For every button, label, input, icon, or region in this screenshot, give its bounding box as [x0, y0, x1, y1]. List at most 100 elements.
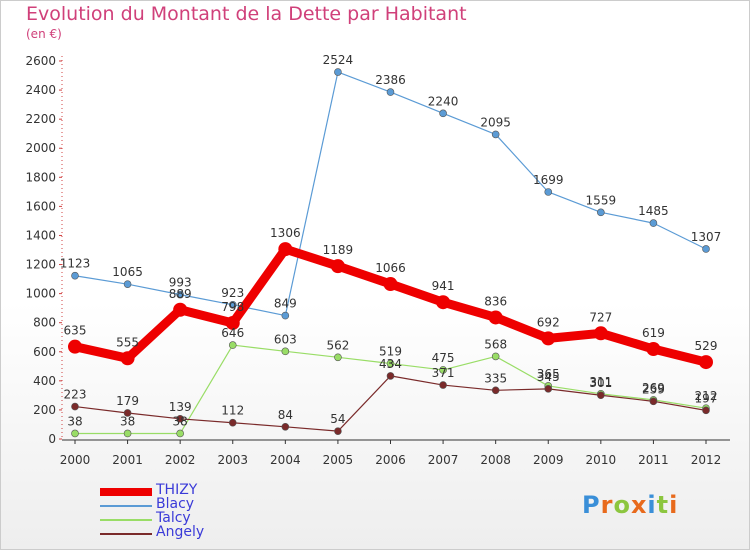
data-label-blacy: 1485: [638, 204, 669, 218]
data-point-talcy: [123, 429, 132, 438]
data-label-blacy: 849: [274, 297, 297, 311]
data-label-angely: 84: [278, 408, 293, 422]
data-label-thizy: 941: [432, 279, 455, 293]
data-label-talcy: 311: [589, 375, 612, 389]
data-label-talcy: 475: [432, 351, 455, 365]
data-point-talcy: [71, 429, 79, 438]
data-point-angely: [176, 414, 184, 423]
data-point-thizy: [593, 326, 608, 341]
data-label-blacy: 1307: [691, 230, 722, 244]
data-label-blacy: 993: [169, 276, 192, 290]
data-label-thizy: 1066: [375, 261, 406, 275]
data-point-blacy: [71, 271, 79, 280]
data-label-thizy: 692: [537, 315, 560, 329]
data-label-angely: 371: [432, 366, 455, 380]
logo-letter: r: [600, 491, 614, 519]
data-point-thizy: [383, 277, 398, 292]
y-tick-label: 1400: [25, 228, 56, 242]
data-label-talcy: 519: [379, 345, 402, 359]
logo-letter: i: [647, 491, 657, 519]
y-tick-label: 400: [33, 374, 56, 388]
x-tick-label: 2000: [60, 453, 91, 467]
data-point-talcy: [228, 341, 237, 349]
data-point-blacy: [123, 280, 132, 288]
data-point-thizy: [646, 342, 661, 357]
data-point-angely: [71, 402, 79, 411]
x-tick-label: 2006: [375, 453, 406, 467]
y-tick-label: 1000: [25, 287, 56, 301]
y-tick-label: 2000: [25, 141, 56, 155]
data-label-thizy: 798: [221, 300, 244, 314]
x-tick-label: 2001: [112, 453, 143, 467]
data-label-blacy: 1699: [533, 173, 564, 187]
data-label-angely: 179: [116, 394, 139, 408]
data-point-angely: [649, 397, 658, 406]
data-point-angely: [544, 385, 553, 393]
chart-data-labels: 635 555 889 798 1306 1189 1066 941 836 692 727 619 5…: [60, 53, 722, 428]
legend-label: THIZY: [156, 482, 198, 498]
x-tick-label: 2003: [217, 453, 248, 467]
data-label-thizy: 1306: [270, 226, 301, 240]
data-label-angely: 301: [589, 376, 612, 390]
data-label-angely: 54: [330, 412, 345, 426]
data-point-thizy: [436, 295, 451, 310]
x-tick-label: 2007: [428, 453, 459, 467]
data-label-angely: 112: [221, 404, 244, 418]
chart-title: Evolution du Montant de la Dette par Hab…: [26, 3, 467, 25]
x-tick-label: 2008: [480, 453, 511, 467]
data-label-blacy: 923: [221, 286, 244, 300]
data-label-thizy: 1189: [323, 243, 354, 257]
data-point-angely: [597, 391, 605, 400]
data-point-angely: [334, 427, 342, 435]
data-label-angely: 345: [537, 370, 560, 384]
data-point-blacy: [386, 88, 395, 96]
data-point-talcy: [176, 429, 184, 438]
data-label-blacy: 2386: [375, 73, 406, 87]
x-tick-label: 2010: [586, 453, 617, 467]
data-point-angely: [702, 406, 710, 415]
legend-swatch: [100, 488, 152, 496]
data-point-thizy: [120, 351, 135, 366]
data-point-talcy: [281, 347, 290, 356]
proxiti-logo: Proxiti: [582, 491, 678, 519]
data-label-angely: 223: [64, 388, 87, 402]
data-label-thizy: 529: [695, 339, 718, 353]
data-label-talcy: 365: [537, 367, 560, 381]
x-tick-label: 2011: [638, 453, 669, 467]
y-tick-label: 200: [33, 403, 56, 417]
data-point-blacy: [176, 290, 184, 299]
data-point-blacy: [439, 109, 447, 118]
data-label-blacy: 1065: [112, 265, 143, 279]
data-label-talcy: 646: [221, 326, 244, 340]
legend-swatch: [100, 519, 152, 521]
x-tick-label: 2005: [323, 453, 354, 467]
y-tick-label: 0: [48, 432, 56, 446]
data-point-thizy: [699, 355, 713, 370]
x-tick-label: 2004: [270, 453, 301, 467]
data-label-blacy: 1559: [586, 193, 617, 207]
logo-letter: o: [613, 491, 631, 519]
data-point-thizy: [330, 259, 345, 274]
data-label-angely: 197: [695, 391, 718, 405]
data-label-thizy: 619: [642, 326, 665, 340]
data-point-thizy: [488, 310, 503, 325]
logo-letter: x: [630, 491, 648, 519]
y-tick-label: 2200: [25, 112, 56, 126]
y-tick-label: 1600: [25, 199, 56, 213]
data-label-angely: 335: [484, 371, 507, 385]
legend-label: Angely: [156, 524, 205, 540]
data-point-blacy: [334, 68, 342, 76]
data-label-thizy: 635: [64, 324, 87, 338]
data-point-blacy: [597, 208, 605, 217]
logo-letter: t: [656, 491, 670, 519]
data-point-talcy: [491, 352, 500, 361]
data-label-talcy: 269: [642, 381, 665, 395]
data-point-thizy: [68, 339, 82, 354]
data-point-angely: [439, 381, 447, 389]
data-label-talcy: 38: [120, 414, 135, 428]
data-label-thizy: 555: [116, 335, 139, 349]
chart-axes: 0 200 400 600 800 1000 1200 1400 1600 1800 2000 220…: [25, 54, 730, 467]
data-label-blacy: 1123: [60, 257, 91, 271]
legend-label: Blacy: [156, 496, 195, 512]
data-label-talcy: 568: [484, 337, 507, 351]
